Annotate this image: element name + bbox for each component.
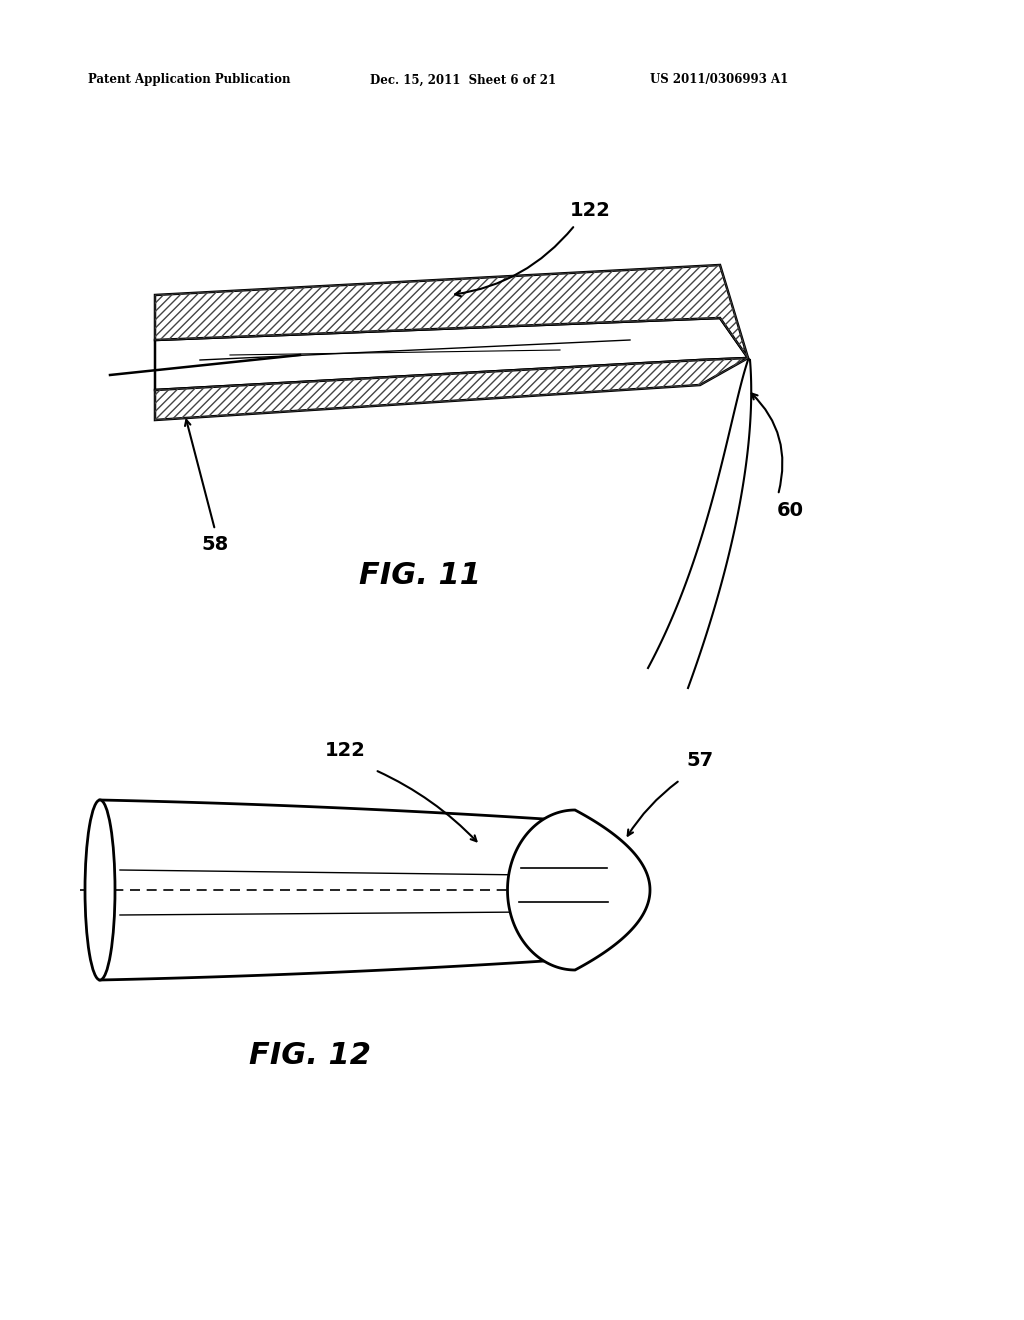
Polygon shape bbox=[508, 810, 650, 970]
Text: 122: 122 bbox=[569, 201, 610, 219]
Text: FIG. 11: FIG. 11 bbox=[359, 561, 481, 590]
Ellipse shape bbox=[542, 820, 578, 960]
Text: US 2011/0306993 A1: US 2011/0306993 A1 bbox=[650, 74, 788, 87]
Text: Dec. 15, 2011  Sheet 6 of 21: Dec. 15, 2011 Sheet 6 of 21 bbox=[370, 74, 556, 87]
Polygon shape bbox=[155, 265, 748, 358]
Text: Patent Application Publication: Patent Application Publication bbox=[88, 74, 291, 87]
Text: 58: 58 bbox=[202, 536, 228, 554]
Text: FIG. 12: FIG. 12 bbox=[249, 1040, 371, 1069]
Text: 57: 57 bbox=[686, 751, 714, 770]
Polygon shape bbox=[155, 358, 748, 420]
Polygon shape bbox=[155, 318, 748, 389]
Ellipse shape bbox=[85, 800, 115, 979]
Text: 60: 60 bbox=[776, 500, 804, 520]
Text: 122: 122 bbox=[325, 741, 366, 759]
